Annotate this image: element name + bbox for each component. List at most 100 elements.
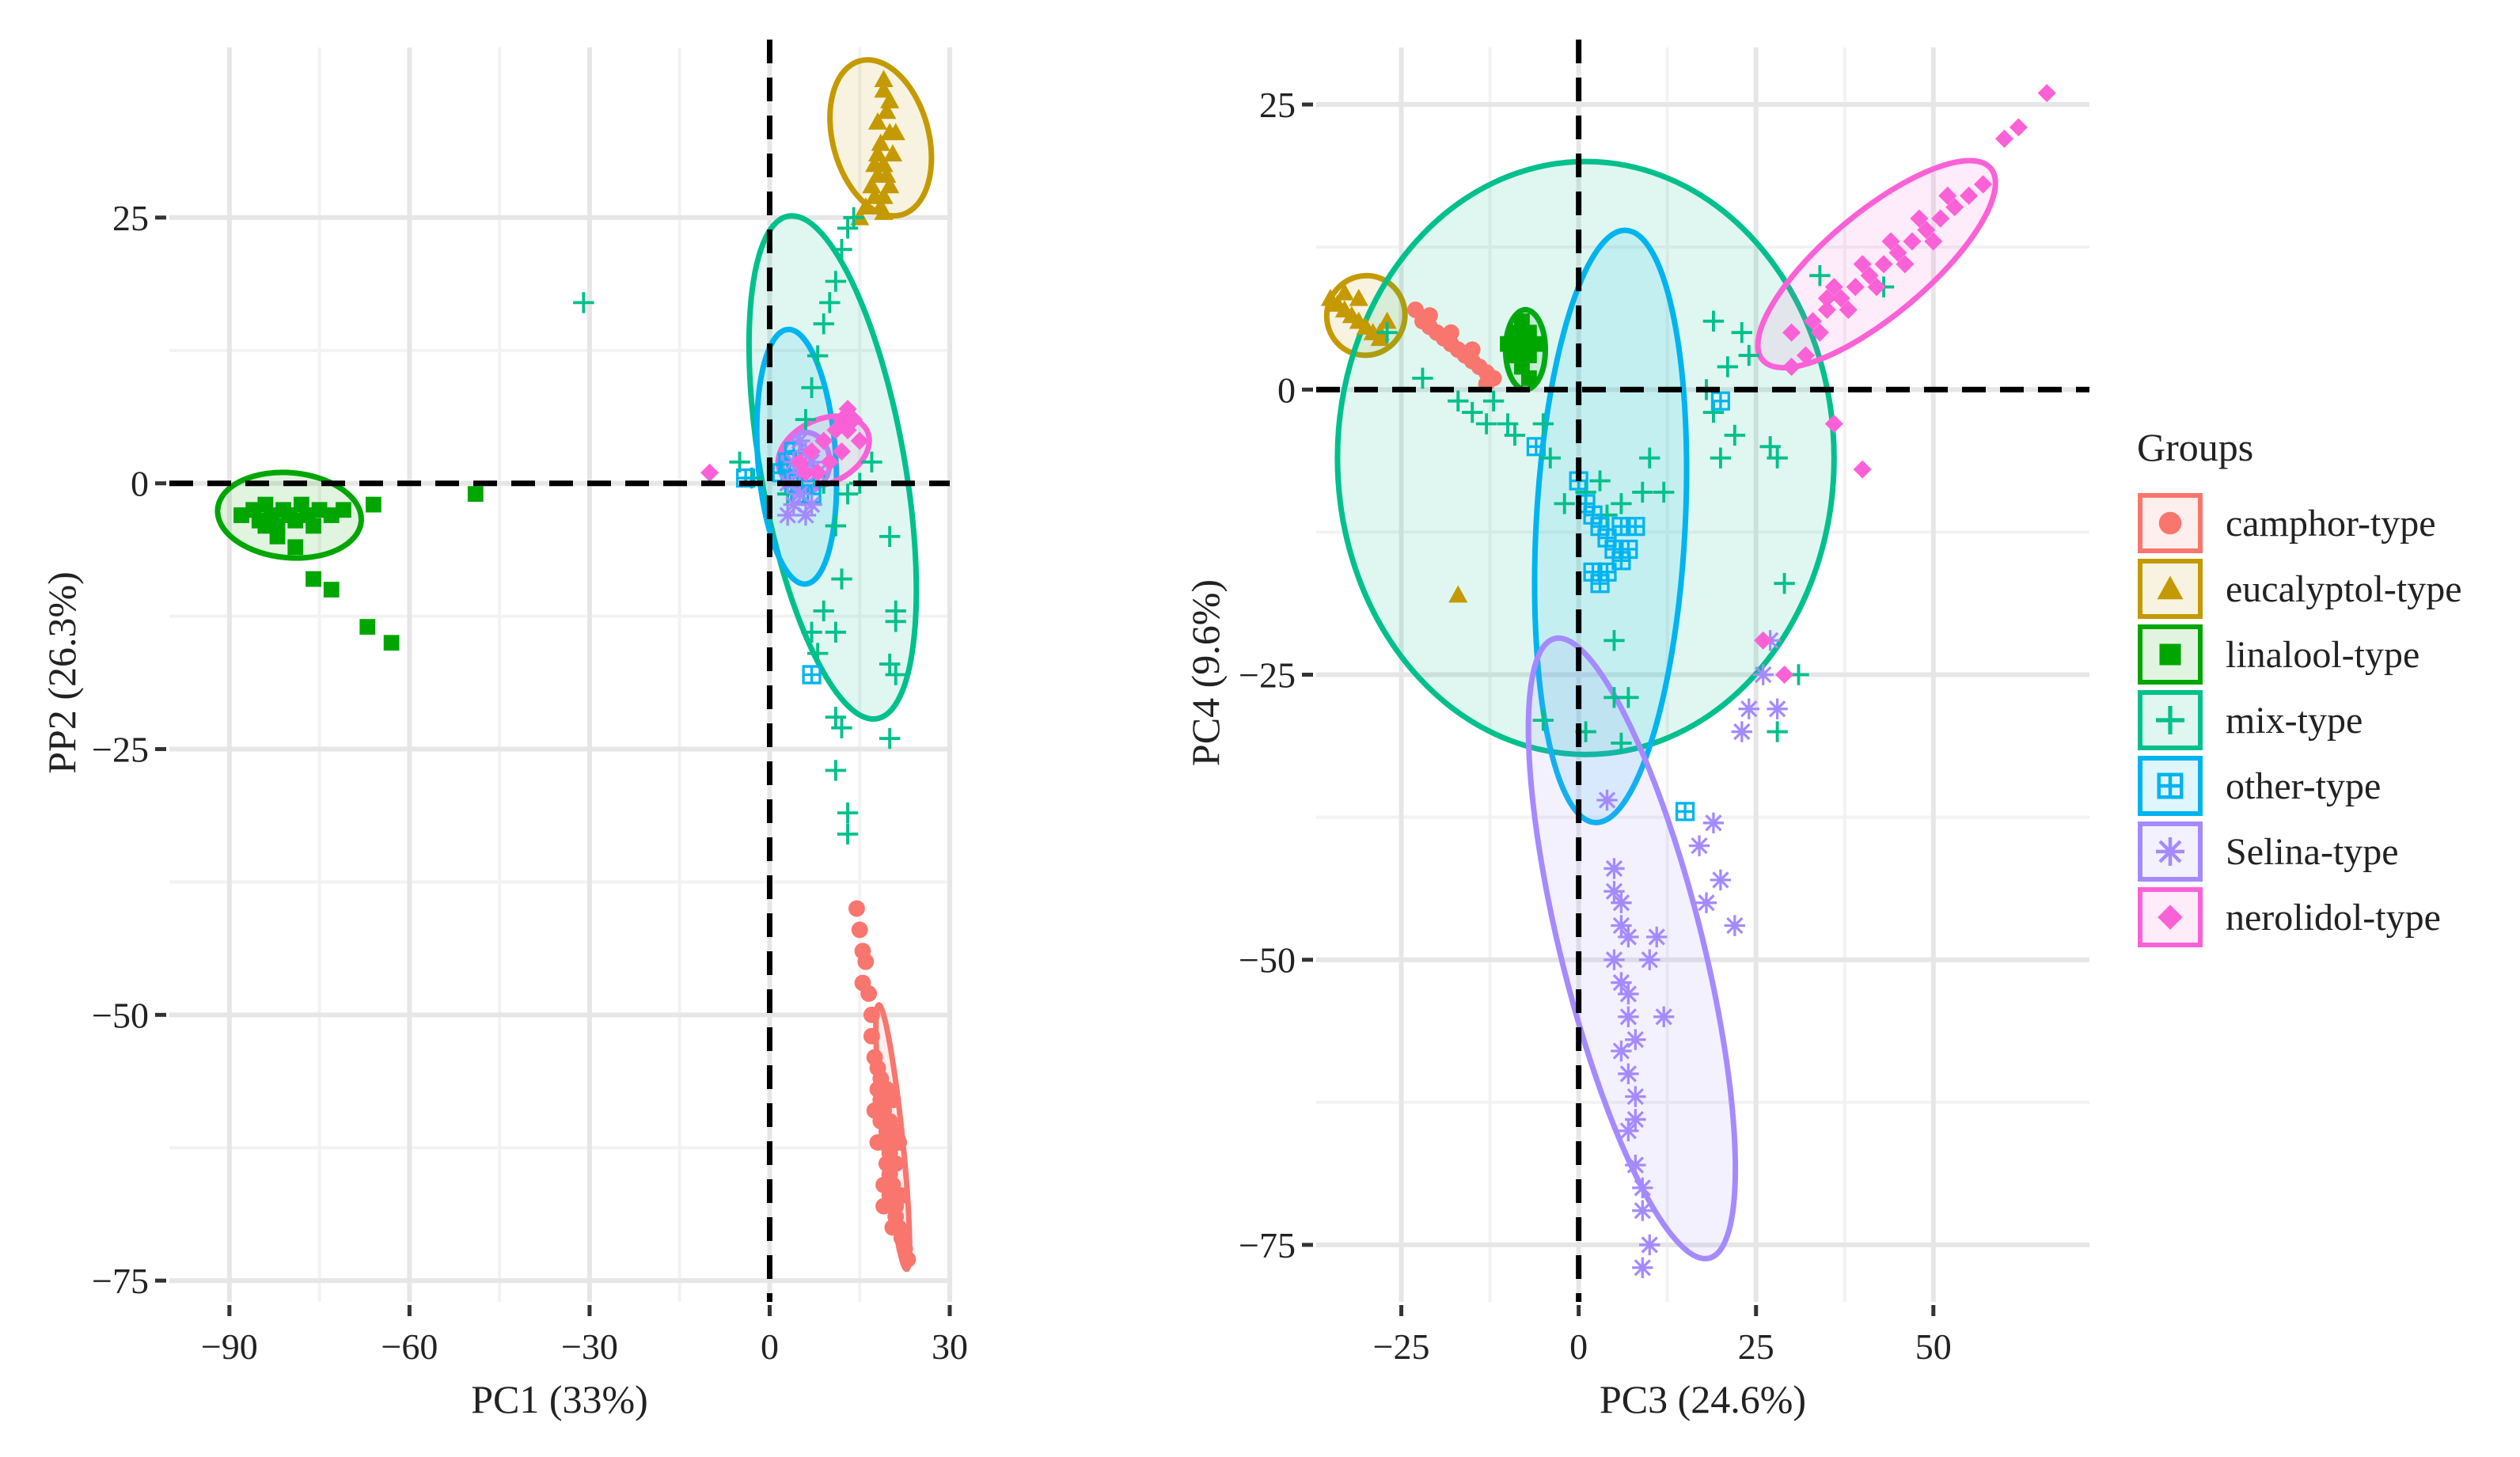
point-mix-type (825, 621, 847, 643)
legend-item-mix-type: mix-type (2138, 690, 2362, 750)
point-camphor-type (875, 1197, 893, 1215)
point-Selina-type (1596, 789, 1618, 811)
point-mix-type (1532, 709, 1554, 731)
point-nerolidol-type (1974, 175, 1993, 194)
point-camphor-type (875, 1176, 893, 1193)
point-mix-type (1611, 493, 1632, 514)
legend-items: camphor-type eucalyptol-type linalool-type… (2138, 493, 2462, 947)
pca-panel-pc1-pc2: −90 −60 −30 0 30 25 0 −25 −50 −75 PC1 (33%) PP2 (26… (40, 40, 968, 1421)
point-mix-type (1532, 413, 1554, 434)
point-nerolidol-type (1896, 255, 1915, 274)
point-nerolidol-type (796, 463, 815, 482)
point-mix-type (1618, 687, 1639, 708)
point-Selina-type (1731, 721, 1752, 742)
point-eucalyptol-type (877, 165, 897, 183)
point-mix-type (825, 515, 847, 537)
legend-label: camphor-type (2226, 503, 2436, 544)
point-eucalyptol-type (882, 144, 903, 162)
point-camphor-type (860, 985, 878, 1002)
point-nerolidol-type (1817, 289, 1836, 308)
point-Selina-type (1611, 1040, 1632, 1062)
point-mix-type (885, 611, 906, 632)
point-eucalyptol-type (1349, 288, 1368, 306)
point-Selina-type (1752, 664, 1774, 685)
legend-symbol-asterisk (2156, 837, 2184, 866)
x-tick-label: 25 (1738, 1326, 1774, 1367)
point-mix-type (1809, 264, 1831, 286)
point-camphor-type (863, 1006, 880, 1023)
point-Selina-type (1625, 1086, 1646, 1107)
point-camphor-type (863, 1027, 880, 1045)
y-tick-label: −75 (92, 1261, 149, 1301)
point-mix-type (1632, 481, 1653, 503)
point-mix-type (1710, 447, 1732, 469)
point-mix-type (795, 408, 817, 431)
legend-key (2138, 756, 2203, 816)
legend-symbol-plus (2156, 706, 2184, 734)
point-mix-type (1767, 447, 1788, 469)
point-Selina-type (1724, 915, 1746, 936)
point-mix-type (825, 760, 847, 781)
point-Selina-type (1618, 926, 1639, 948)
point-Selina-type (1625, 1029, 1646, 1050)
point-mix-type (1702, 310, 1725, 332)
point-mix-type (1717, 356, 1739, 378)
point-camphor-type (857, 953, 875, 970)
point-nerolidol-type (814, 431, 833, 450)
point-mix-type (825, 707, 847, 728)
point-nerolidol-type (700, 463, 719, 482)
point-linalool-type (306, 571, 321, 587)
legend-item-camphor-type: camphor-type (2138, 493, 2436, 553)
point-mix-type (1376, 322, 1398, 343)
legend-key (2138, 887, 2203, 947)
confidence-ellipses (214, 57, 935, 1273)
point-mix-type (806, 345, 829, 366)
point-eucalyptol-type (880, 91, 900, 108)
point-camphor-type (884, 1219, 901, 1236)
point-Selina-type (1618, 1120, 1639, 1142)
point-linalool-type (1520, 370, 1537, 386)
point-mix-type (1774, 573, 1795, 594)
point-other-type (1619, 539, 1638, 560)
x-axis-title: PC1 (33%) (471, 1377, 648, 1421)
point-Selina-type (1625, 1154, 1646, 1176)
point-linalool-type (306, 518, 321, 534)
point-Selina-type (801, 451, 822, 473)
legend: Groups camphor-type eucalyptol-type linalo… (2137, 425, 2462, 947)
ellipse-mix-type (1334, 158, 1837, 757)
point-nerolidol-type (1796, 346, 1816, 365)
point-other-type (1710, 391, 1731, 411)
point-mix-type (1724, 424, 1746, 446)
point-mix-type (1539, 447, 1561, 469)
point-eucalyptol-type (856, 197, 875, 215)
point-mix-type (861, 451, 882, 473)
point-Selina-type (795, 504, 817, 526)
point-linalool-type (233, 507, 249, 523)
point-linalool-type (359, 619, 376, 635)
legend-symbol-square (2159, 643, 2181, 666)
point-Selina-type (1738, 698, 1759, 719)
legend-item-other-type: other-type (2138, 756, 2381, 816)
point-camphor-type (1463, 341, 1481, 359)
point-mix-type (1448, 390, 1469, 412)
point-Selina-type (1603, 881, 1625, 902)
point-Selina-type (1632, 1200, 1653, 1221)
point-Selina-type (783, 494, 804, 515)
point-eucalyptol-type (1377, 311, 1397, 329)
point-mix-type (879, 653, 901, 675)
point-nerolidol-type (1810, 323, 1829, 342)
point-nerolidol-type (808, 463, 827, 482)
grid (169, 47, 952, 1302)
point-nerolidol-type (1803, 312, 1822, 331)
point-Selina-type (1611, 972, 1632, 993)
data-points (233, 70, 917, 1268)
series-mix-type (573, 207, 906, 845)
point-mix-type (831, 239, 852, 260)
point-camphor-type (851, 921, 868, 939)
point-mix-type (1482, 390, 1505, 412)
legend-item-linalool-type: linalool-type (2138, 624, 2419, 685)
x-tick-label: 0 (1569, 1326, 1588, 1367)
point-eucalyptol-type (877, 101, 897, 120)
point-eucalyptol-type (886, 123, 905, 141)
point-other-type (1611, 517, 1631, 537)
